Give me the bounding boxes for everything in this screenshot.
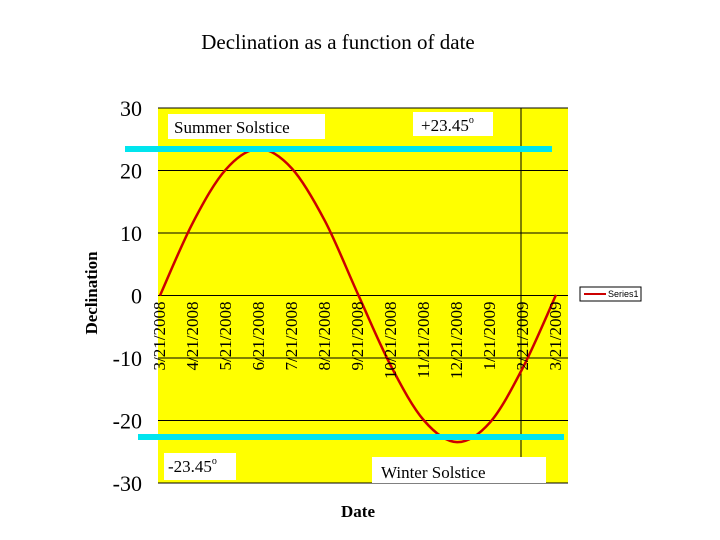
y-tick-label: -30 bbox=[113, 471, 142, 496]
y-tick-label: -10 bbox=[113, 346, 142, 371]
winter-value-label: -23.45o bbox=[168, 456, 217, 476]
legend: Series1 bbox=[579, 286, 642, 302]
legend-box bbox=[579, 286, 642, 302]
x-tick-label: 6/21/2008 bbox=[249, 302, 268, 371]
x-tick-label: 3/21/2008 bbox=[150, 302, 169, 371]
summer-value-text: +23.45 bbox=[421, 116, 469, 135]
y-tick-label: 10 bbox=[120, 221, 142, 246]
x-tick-label: 11/21/2008 bbox=[414, 302, 433, 379]
summer-label-box bbox=[168, 114, 325, 139]
x-tick-label: 8/21/2008 bbox=[315, 302, 334, 371]
y-tick-label: 0 bbox=[131, 284, 142, 309]
chart-title: Declination as a function of date bbox=[201, 30, 474, 54]
y-tick-label: 30 bbox=[120, 96, 142, 121]
winter-solstice-label: Winter Solstice bbox=[381, 463, 486, 482]
x-tick-label: 9/21/2008 bbox=[348, 302, 367, 371]
winter-label-box bbox=[372, 457, 546, 483]
x-axis-label: Date bbox=[341, 502, 375, 521]
y-axis-label: Declination bbox=[82, 251, 101, 335]
x-tick-label: 3/21/2009 bbox=[546, 302, 565, 371]
x-axis-ticks: 3/21/2008 4/21/2008 5/21/2008 6/21/2008 7/21… bbox=[150, 302, 565, 379]
x-tick-label: 12/21/2008 bbox=[447, 302, 466, 379]
legend-series1: Series1 bbox=[608, 289, 639, 299]
summer-solstice-label: Summer Solstice bbox=[174, 118, 290, 137]
summer-value-box bbox=[413, 112, 493, 136]
y-axis-ticks: 30 20 10 0 -10 -20 -30 bbox=[113, 96, 142, 496]
y-tick-label: -20 bbox=[113, 409, 142, 434]
x-tick-label: 1/21/2009 bbox=[480, 302, 499, 371]
y-tick-label: 20 bbox=[120, 159, 142, 184]
x-tick-label: 7/21/2008 bbox=[282, 302, 301, 371]
x-tick-label: 2/21/2009 bbox=[513, 302, 532, 371]
summer-degree-mark: o bbox=[469, 115, 474, 126]
series1-line bbox=[158, 147, 558, 444]
x-tick-label: 4/21/2008 bbox=[183, 302, 202, 371]
x-tick-label: 5/21/2008 bbox=[216, 302, 235, 371]
winter-value-text: -23.45 bbox=[168, 457, 212, 476]
winter-value-box bbox=[164, 453, 236, 480]
summer-value-label: +23.45o bbox=[421, 115, 474, 135]
winter-degree-mark: o bbox=[212, 456, 217, 467]
x-tick-label: 10/21/2008 bbox=[381, 302, 400, 379]
